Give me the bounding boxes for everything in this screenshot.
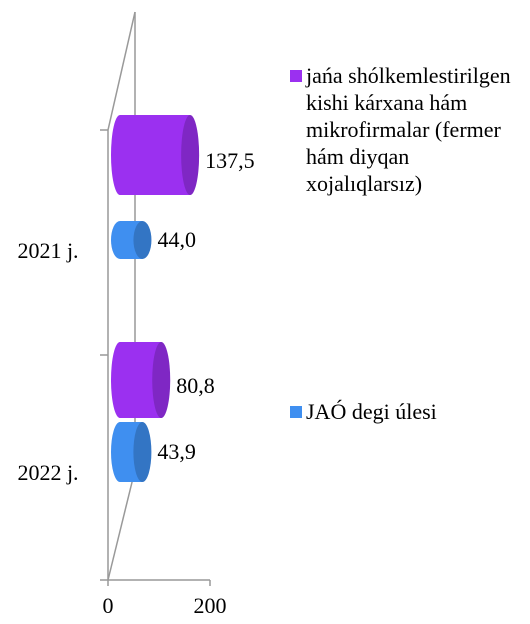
legend-swatch — [290, 406, 302, 418]
x-tick-label: 200 — [194, 593, 227, 618]
bar — [111, 422, 152, 482]
legend-label: jańa shólkemlestirilgen kishi kárxana há… — [306, 63, 511, 196]
value-label: 80,8 — [176, 373, 215, 398]
bar-shade — [133, 422, 152, 482]
value-label: 43,9 — [157, 439, 196, 464]
legend-swatch — [290, 70, 302, 82]
bar — [111, 342, 171, 418]
bar-shade — [152, 342, 171, 418]
bar-shade — [181, 115, 200, 195]
value-label: 44,0 — [157, 227, 196, 252]
bar-shade — [133, 221, 152, 259]
legend-item: jańa shólkemlestirilgen kishi kárxana há… — [290, 62, 520, 197]
bar — [111, 115, 200, 195]
frame — [100, 11, 210, 581]
legend-item: JAÓ degi úlesi — [290, 398, 520, 425]
x-tick-label: 0 — [103, 593, 114, 618]
category-label: 2022 j. — [17, 460, 78, 485]
bar — [111, 221, 152, 259]
value-label: 137,5 — [205, 148, 255, 173]
category-label: 2021 j. — [17, 238, 78, 263]
legend-label: JAÓ degi úlesi — [306, 399, 437, 424]
